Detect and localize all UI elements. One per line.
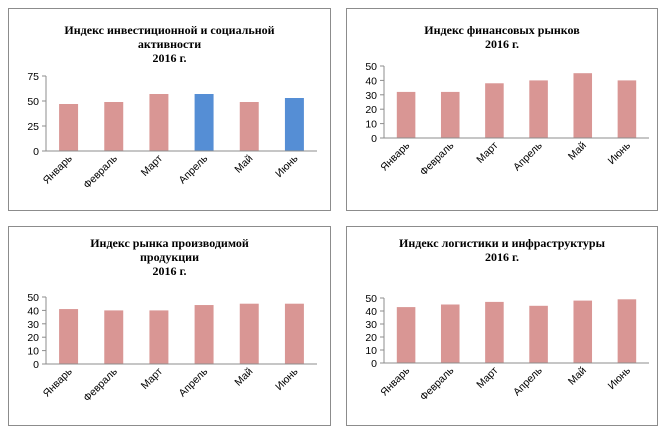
chart-title: Индекс рынка производимой продукции 2016… <box>90 236 249 278</box>
chart-panel-logistics-infrastructure: Индекс логистики и инфраструктуры 2016 г… <box>346 226 658 426</box>
x-tick-label: Январь <box>41 365 75 399</box>
bar <box>529 80 548 138</box>
x-tick-label: Апрель <box>177 365 211 399</box>
x-tick-label: Февраль <box>418 364 457 403</box>
y-tick-label: 10 <box>365 345 377 357</box>
y-tick-label: 0 <box>371 358 377 370</box>
bar <box>573 300 593 363</box>
x-tick-label: Февраль <box>81 365 120 404</box>
x-tick-label: Апрель <box>511 139 545 173</box>
chart-svg: 0 10 20 30 40 50 Январь Февраль Март Апрель Май Июн… <box>365 61 649 178</box>
bar <box>529 305 548 363</box>
bar <box>239 303 259 364</box>
x-tick-label: Апрель <box>177 152 211 186</box>
bar <box>194 305 214 364</box>
bar <box>59 104 79 151</box>
bar <box>617 299 637 363</box>
bar <box>396 91 416 138</box>
bar <box>573 73 593 138</box>
bar <box>440 304 460 363</box>
bar <box>396 307 416 363</box>
chart-title: Индекс финансовых рынков 2016 г. <box>424 23 580 51</box>
x-tick-label: Февраль <box>81 152 120 191</box>
y-tick-label: 25 <box>27 121 39 133</box>
y-tick-label: 50 <box>27 292 39 304</box>
y-tick-label: 10 <box>27 346 39 358</box>
bar <box>284 303 304 364</box>
x-tick-label: Февраль <box>418 139 457 178</box>
x-tick-label: Январь <box>378 139 412 173</box>
y-tick-label: 0 <box>33 146 39 158</box>
x-tick-label: Март <box>139 153 165 179</box>
bar <box>149 94 169 151</box>
y-tick-label: 40 <box>365 75 377 87</box>
chart-panel-investment-social: Индекс инвестиционной и социальной актив… <box>8 8 331 211</box>
x-tick-label: Январь <box>41 152 75 186</box>
x-tick-label: Июнь <box>606 364 634 392</box>
bar <box>239 102 259 151</box>
x-tick-label: Май <box>232 153 255 176</box>
y-tick-label: 40 <box>27 305 39 317</box>
bar <box>485 301 504 363</box>
x-tick-label: Июнь <box>273 365 301 393</box>
y-tick-label: 20 <box>27 332 39 344</box>
x-tick-label: Январь <box>378 364 412 398</box>
y-tick-label: 50 <box>27 96 39 108</box>
y-tick-label: 30 <box>365 90 377 102</box>
y-tick-label: 30 <box>27 319 39 331</box>
chart-panel-product-market: Индекс рынка производимой продукции 2016… <box>8 226 331 426</box>
x-tick-label: Март <box>474 140 500 166</box>
bar <box>485 83 504 138</box>
y-tick-label: 50 <box>365 61 377 73</box>
bar <box>104 102 124 151</box>
y-tick-label: 20 <box>365 332 377 344</box>
x-tick-label: Май <box>566 140 589 163</box>
y-tick-label: 50 <box>365 293 377 305</box>
y-tick-label: 30 <box>365 319 377 331</box>
bar <box>104 310 124 364</box>
y-tick-label: 75 <box>27 71 39 83</box>
x-tick-label: Май <box>232 366 255 389</box>
bar <box>59 309 79 364</box>
chart-title: Индекс инвестиционной и социальной актив… <box>64 23 275 65</box>
y-tick-label: 20 <box>365 104 377 116</box>
y-tick-label: 0 <box>33 359 39 371</box>
x-tick-label: Март <box>139 366 165 392</box>
bar <box>194 94 214 151</box>
x-tick-label: Апрель <box>511 364 545 398</box>
bar <box>284 98 304 151</box>
x-tick-label: Март <box>474 365 500 391</box>
bar <box>617 80 637 138</box>
y-tick-label: 40 <box>365 306 377 318</box>
bar <box>440 91 460 138</box>
chart-panel-financial-markets: Индекс финансовых рынков 2016 г. 0 10 20 30… <box>346 8 658 211</box>
chart-svg: 0 25 50 75 Январь Февраль Март Апрель Май Июнь <box>27 71 317 191</box>
y-tick-label: 10 <box>365 119 377 131</box>
y-tick-label: 0 <box>371 133 377 145</box>
x-tick-label: Июнь <box>273 152 301 180</box>
chart-title: Индекс логистики и инфраструктуры 2016 г… <box>399 236 605 264</box>
bar <box>149 310 169 364</box>
x-tick-label: Май <box>566 365 589 388</box>
x-tick-label: Июнь <box>606 139 634 167</box>
